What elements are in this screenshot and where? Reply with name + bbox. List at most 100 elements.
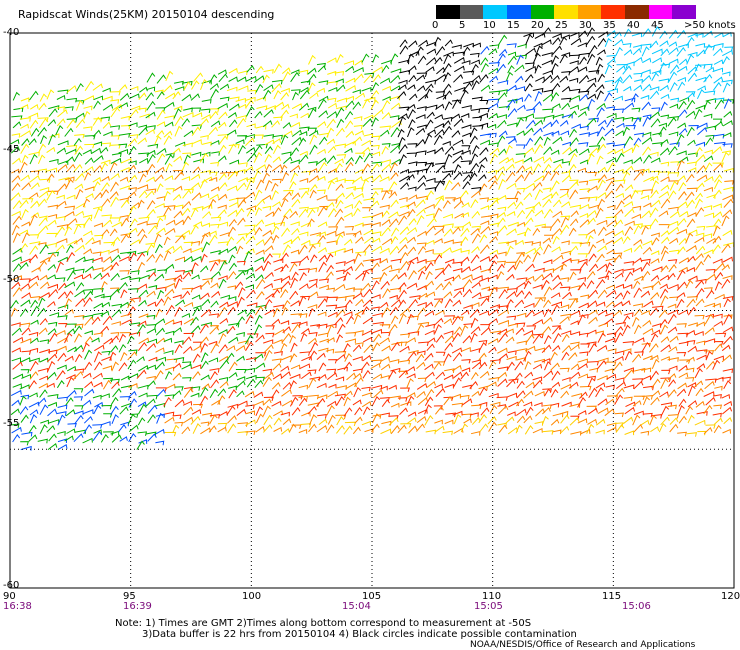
wind-barb — [237, 340, 249, 345]
wind-barb — [604, 128, 615, 137]
wind-barb — [704, 149, 713, 155]
wind-barb — [550, 402, 560, 408]
wind-barb — [453, 427, 464, 434]
wind-barb — [64, 106, 74, 111]
wind-barb — [128, 424, 139, 432]
wind-barb — [651, 237, 660, 246]
wind-barb — [667, 404, 677, 410]
wind-barb — [263, 235, 274, 246]
wind-barb — [327, 102, 338, 109]
wind-barb — [174, 125, 183, 137]
wind-barb — [94, 234, 104, 240]
wind-barb — [633, 424, 644, 433]
wind-barb — [12, 121, 22, 129]
wind-barb — [326, 323, 337, 329]
wind-barb — [209, 371, 218, 380]
wind-barb — [462, 413, 472, 419]
wind-barb — [208, 425, 217, 433]
wind-barb — [443, 51, 454, 57]
wind-barb — [678, 398, 687, 407]
wind-barb — [218, 144, 227, 153]
wind-barb — [93, 164, 103, 173]
wind-barb — [75, 256, 86, 263]
wind-barb — [570, 310, 581, 316]
wind-barb — [517, 43, 527, 49]
wind-barb — [370, 162, 380, 173]
wind-barb — [453, 118, 464, 127]
wind-barb — [480, 407, 490, 416]
wind-barb — [677, 382, 688, 390]
wind-barb — [580, 429, 591, 435]
wind-barb — [624, 350, 633, 361]
wind-barb — [489, 75, 499, 83]
wind-barb — [127, 138, 138, 147]
wind-barb — [614, 143, 626, 149]
wind-barb — [228, 143, 237, 154]
wind-barb — [75, 210, 85, 217]
wind-barb — [678, 43, 689, 49]
wind-barb — [622, 126, 630, 136]
wind-barb — [29, 414, 38, 424]
wind-barb — [309, 130, 319, 137]
wind-barb — [525, 247, 537, 255]
wind-barb — [300, 86, 310, 93]
wind-barb — [244, 390, 255, 398]
wind-barb — [651, 329, 661, 336]
wind-barb — [73, 315, 85, 320]
wind-barb — [118, 143, 128, 149]
wind-barb — [622, 300, 631, 307]
wind-barb — [479, 197, 490, 202]
wind-barb — [47, 393, 59, 399]
wind-barb — [362, 223, 373, 228]
wind-barb — [498, 241, 510, 247]
wind-barb — [641, 210, 652, 219]
wind-barb — [571, 393, 583, 398]
wind-barb — [390, 287, 402, 293]
wind-barb — [316, 231, 326, 237]
wind-barb — [272, 201, 282, 208]
wind-barb — [668, 259, 678, 264]
wind-barb — [444, 342, 453, 351]
wind-barb — [199, 280, 211, 289]
wind-barb — [48, 133, 56, 145]
wind-barb — [543, 308, 552, 317]
wind-barb — [686, 356, 695, 363]
wind-barb — [552, 136, 563, 145]
wind-barb — [703, 43, 712, 54]
wind-barb — [508, 137, 517, 145]
colorbar-swatch — [436, 5, 460, 19]
wind-barb — [262, 74, 270, 84]
wind-barb — [424, 363, 434, 371]
wind-barb — [255, 406, 264, 417]
wind-barb — [379, 385, 388, 391]
wind-barb — [85, 193, 94, 199]
wind-barb — [289, 181, 297, 190]
time-label: 16:38 — [3, 601, 32, 612]
wind-barb — [74, 414, 84, 425]
wind-barb — [307, 73, 317, 84]
wind-barb — [354, 200, 363, 209]
wind-barb — [605, 361, 617, 366]
wind-barb — [435, 91, 446, 96]
wind-barb — [705, 396, 716, 406]
wind-barb — [650, 232, 660, 238]
wind-barb — [462, 82, 473, 92]
wind-barb — [280, 252, 289, 262]
wind-barb — [165, 162, 173, 173]
wind-barb — [623, 384, 635, 390]
wind-barb — [64, 298, 72, 308]
wind-barb — [489, 44, 500, 49]
wind-barb — [271, 182, 279, 192]
wind-barb — [164, 175, 174, 181]
wind-barb — [12, 247, 23, 255]
wind-barb — [156, 183, 164, 192]
wind-barb — [445, 412, 457, 418]
wind-barb — [542, 74, 553, 84]
wind-barb — [416, 215, 425, 225]
wind-barb — [460, 371, 469, 380]
wind-barb — [397, 272, 407, 280]
wind-barb — [560, 414, 570, 424]
wind-barb — [317, 296, 329, 301]
wind-barb — [327, 97, 337, 103]
wind-barb — [480, 268, 491, 274]
